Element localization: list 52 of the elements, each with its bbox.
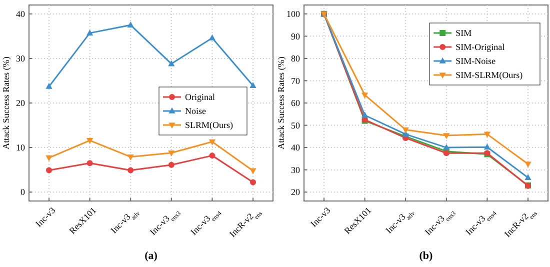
y-tick-label: 70 <box>291 76 300 86</box>
y-tick-label: 50 <box>291 120 300 130</box>
y-tick-label: 30 <box>291 164 300 175</box>
point <box>168 60 175 66</box>
point <box>443 144 450 150</box>
legend-label: SIM-SLRM(Ours) <box>456 70 523 80</box>
point <box>524 162 532 168</box>
point <box>128 167 134 174</box>
point <box>127 21 134 28</box>
y-tick-label: 20 <box>291 187 300 198</box>
point <box>86 138 94 144</box>
point <box>524 174 532 180</box>
point <box>46 82 52 89</box>
point <box>209 152 216 159</box>
y-tick-label: 0 <box>20 187 26 198</box>
point <box>127 154 134 160</box>
legend-label: Noise <box>185 106 206 116</box>
y-axis-title: Attack Success Rates (%) <box>276 56 286 150</box>
point <box>443 133 450 140</box>
point <box>362 112 368 118</box>
text: (a) <box>144 250 158 262</box>
y-tick-label: 20 <box>16 98 26 108</box>
y-tick-label: 90 <box>291 31 300 42</box>
text: (b) <box>419 250 434 262</box>
y-tick-label: 40 <box>291 142 300 153</box>
legend-label: Original <box>185 92 216 102</box>
point <box>484 144 490 150</box>
legend-label: SIM-Noise <box>456 56 496 66</box>
legend-label: SIM <box>456 28 472 38</box>
y-tick-label: 10 <box>16 142 26 153</box>
legend-label: SLRM(Ours) <box>185 120 234 130</box>
point <box>86 160 93 166</box>
point <box>250 179 256 186</box>
point <box>46 155 52 162</box>
point <box>250 168 256 174</box>
y-tick-label: 30 <box>16 54 26 64</box>
point <box>168 162 174 168</box>
y-tick-label: 40 <box>16 9 26 20</box>
point <box>402 127 409 134</box>
point <box>46 167 52 174</box>
y-tick-label: 60 <box>291 98 300 108</box>
legend-label: SIM-Original <box>456 42 506 52</box>
point <box>208 139 216 146</box>
y-tick-label: 100 <box>286 9 300 20</box>
y-axis-title: Attack Success Rates (%) <box>1 56 11 150</box>
point <box>168 150 175 156</box>
point <box>208 34 216 40</box>
y-tick-label: 80 <box>291 54 300 64</box>
point <box>250 82 256 88</box>
point <box>86 29 94 36</box>
point <box>484 132 490 138</box>
point <box>362 92 368 99</box>
